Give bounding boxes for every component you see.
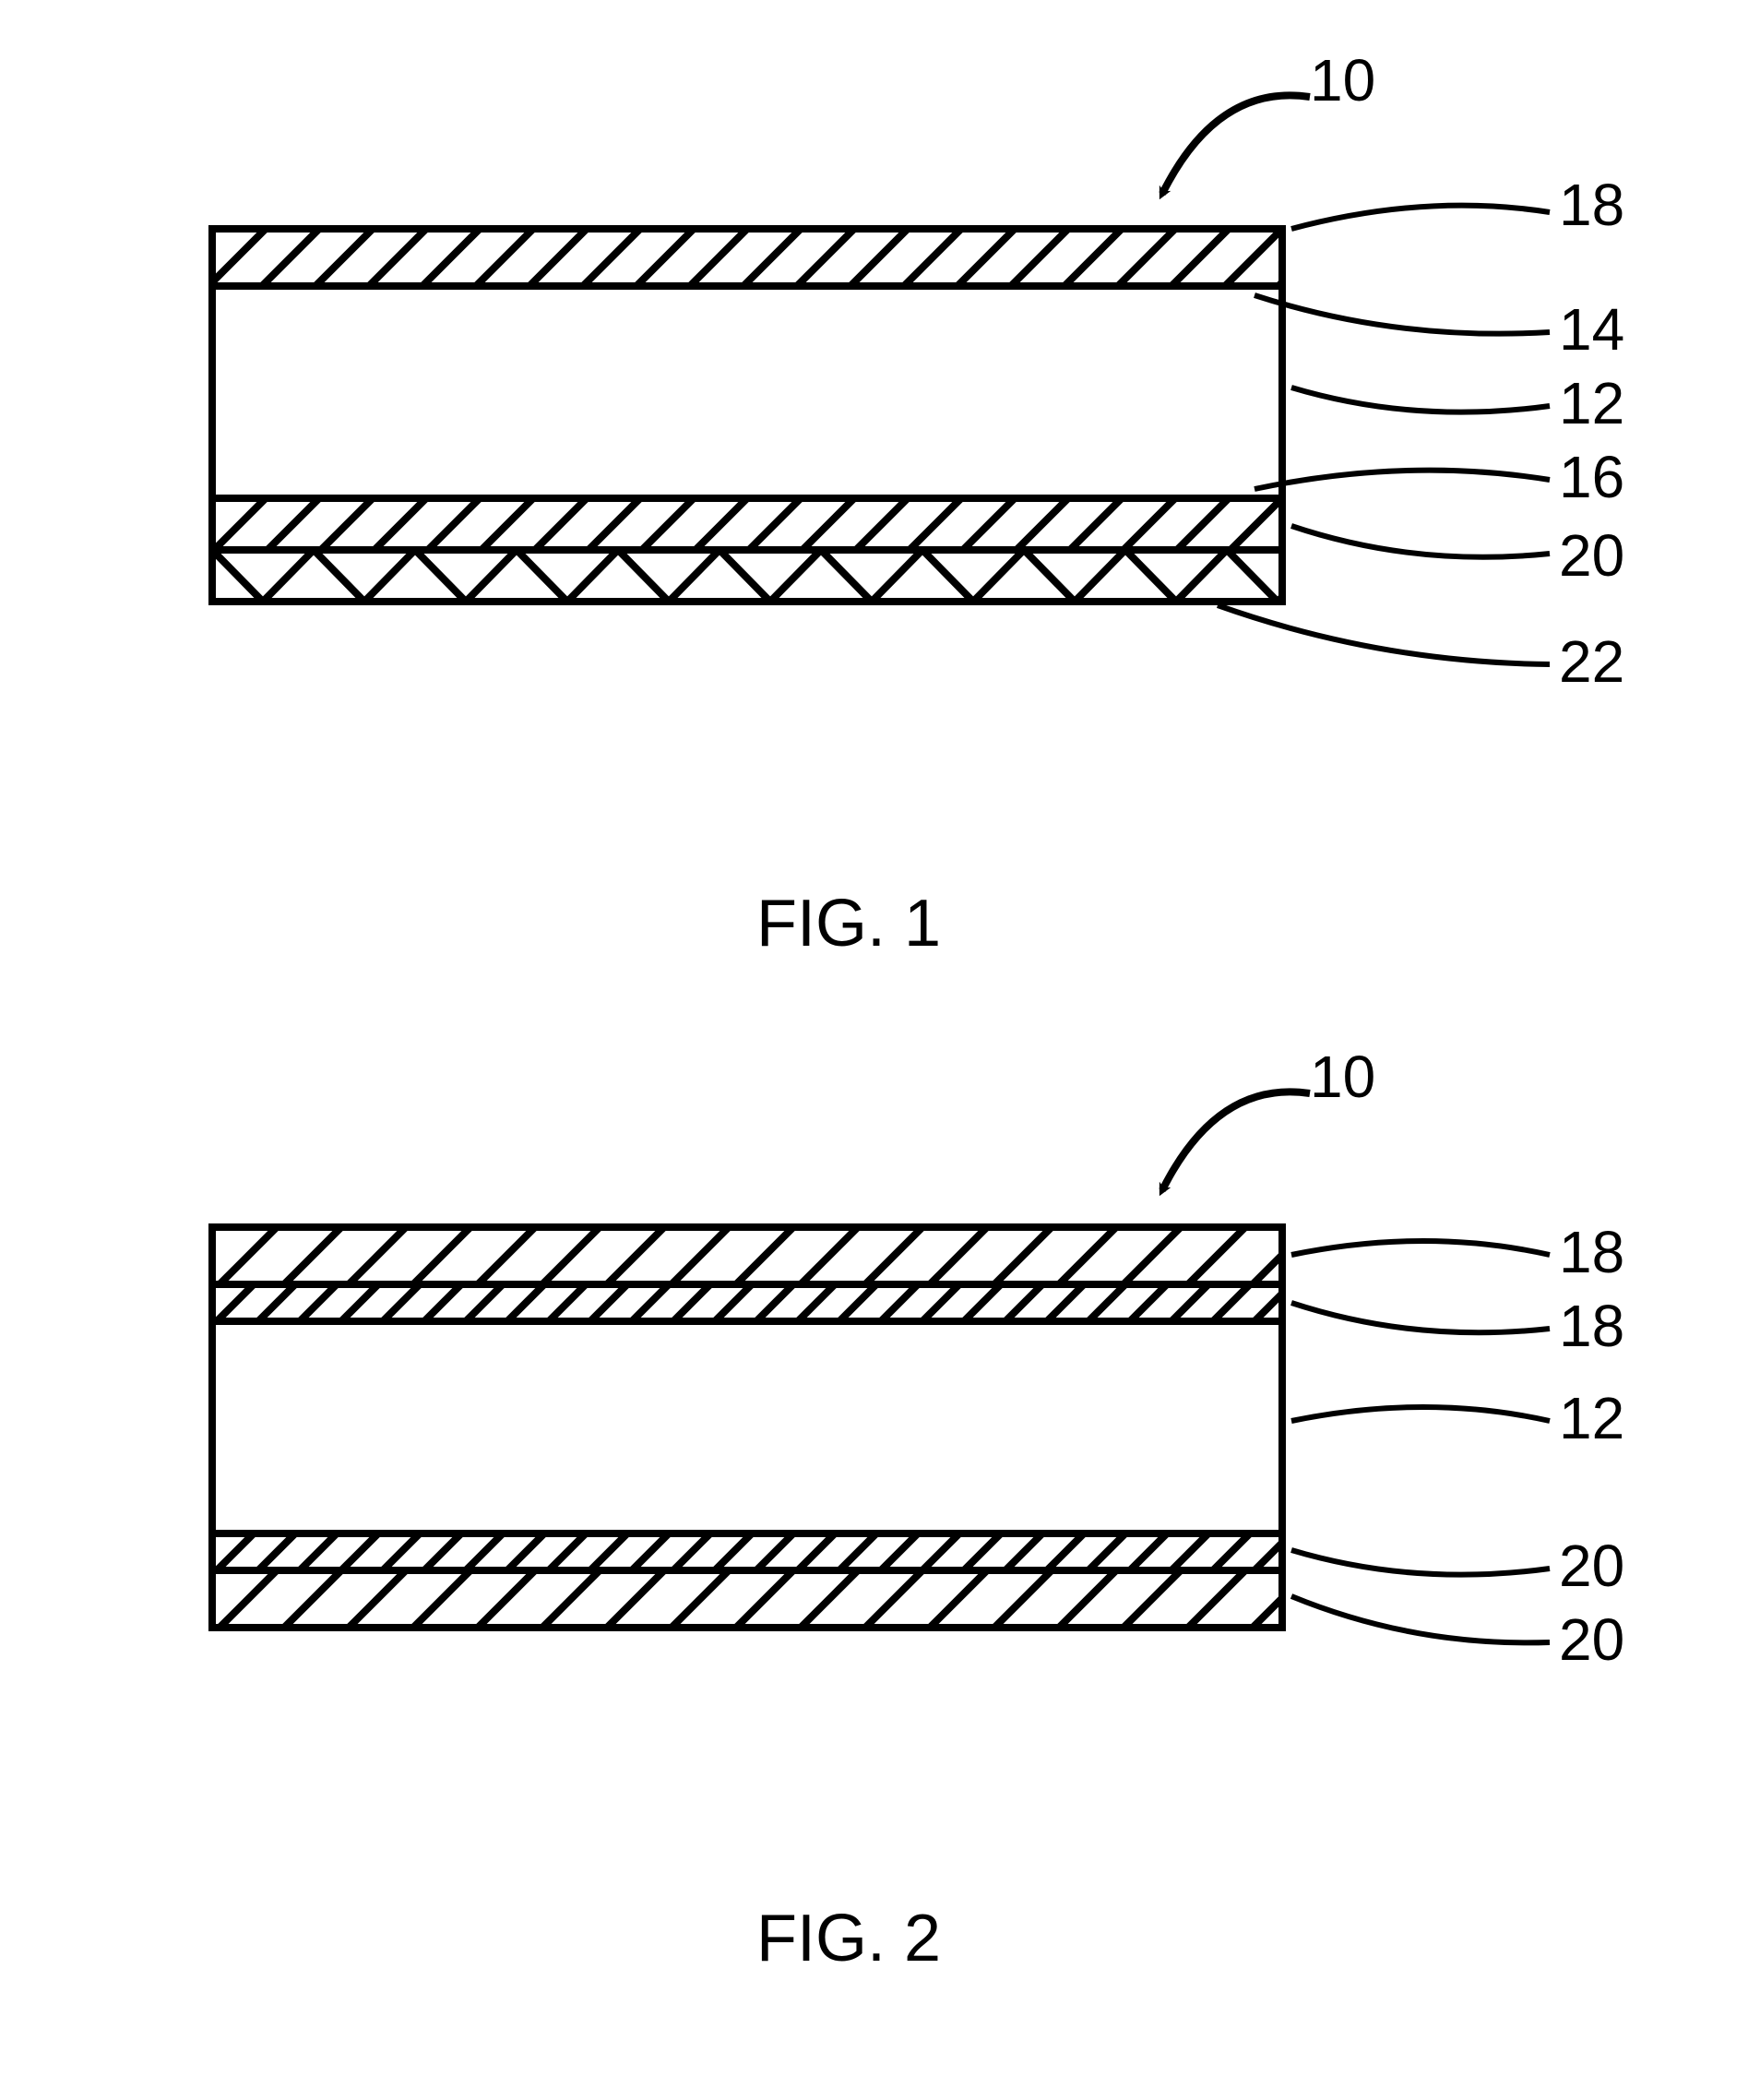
fig2-label-18a: 18 [1559, 1218, 1624, 1286]
fig1-caption: FIG. 1 [756, 886, 941, 961]
fig1-label-16: 16 [1559, 443, 1624, 511]
fig2-ref-10: 10 [1310, 1043, 1375, 1111]
fig1-label-22: 22 [1559, 627, 1624, 696]
fig2-label-18b: 18 [1559, 1292, 1624, 1360]
fig2-caption: FIG. 2 [756, 1901, 941, 1976]
fig1-label-12: 12 [1559, 369, 1624, 437]
figures-svg [0, 0, 1760, 2100]
fig2-label-12: 12 [1559, 1384, 1624, 1452]
fig1-label-18: 18 [1559, 171, 1624, 239]
fig1-label-14: 14 [1559, 295, 1624, 364]
fig2-label-20b: 20 [1559, 1605, 1624, 1674]
fig1-ref-10: 10 [1310, 46, 1375, 114]
fig2-label-20a: 20 [1559, 1532, 1624, 1600]
fig1-label-20: 20 [1559, 521, 1624, 590]
